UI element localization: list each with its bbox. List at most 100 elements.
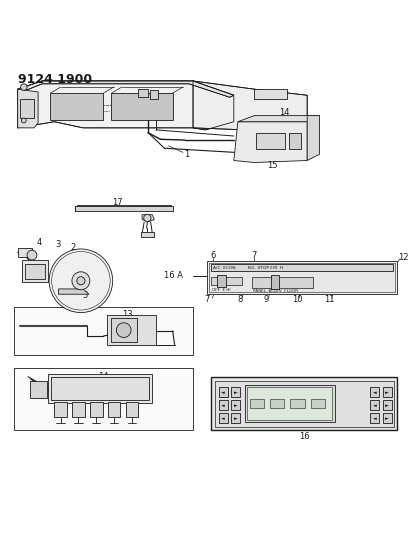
Circle shape: [21, 118, 26, 123]
Bar: [254, 89, 287, 99]
Text: ◄: ◄: [373, 402, 377, 408]
Bar: [126, 402, 139, 417]
Text: B/L  STOP F/R  H: B/L STOP F/R H: [248, 266, 284, 270]
Text: 12: 12: [398, 253, 408, 262]
Polygon shape: [58, 289, 89, 294]
Bar: [215, 381, 394, 427]
Bar: [219, 387, 228, 397]
Text: 6: 6: [211, 252, 216, 261]
Text: 15: 15: [267, 161, 278, 170]
Text: 10: 10: [292, 295, 302, 304]
Text: 16: 16: [299, 432, 309, 441]
Text: 11: 11: [324, 295, 335, 304]
Bar: [150, 90, 158, 99]
Bar: [245, 385, 335, 422]
Bar: [111, 93, 173, 120]
Text: ◄: ◄: [222, 402, 225, 408]
Bar: [211, 277, 242, 285]
Bar: [231, 400, 240, 410]
Text: ◄: ◄: [222, 416, 225, 421]
Text: PANEL  BI-LEV  FLOOR: PANEL BI-LEV FLOOR: [253, 289, 298, 293]
Text: ◄: ◄: [222, 390, 225, 394]
Bar: [22, 261, 48, 281]
Bar: [219, 413, 228, 423]
Bar: [256, 133, 285, 149]
Bar: [252, 277, 313, 288]
Text: ◄: ◄: [373, 416, 377, 421]
Bar: [270, 399, 284, 408]
Circle shape: [21, 84, 27, 91]
Bar: [370, 400, 379, 410]
Bar: [138, 89, 148, 98]
Bar: [219, 400, 228, 410]
Polygon shape: [307, 116, 319, 160]
Text: ►: ►: [385, 402, 389, 408]
Polygon shape: [142, 215, 154, 222]
Bar: [14, 308, 193, 356]
Text: ►: ►: [233, 402, 237, 408]
Circle shape: [116, 323, 131, 337]
Bar: [207, 261, 397, 294]
Text: 8: 8: [237, 295, 242, 304]
Text: 13: 13: [122, 310, 133, 319]
Text: 14: 14: [279, 108, 290, 117]
Circle shape: [27, 250, 37, 260]
Bar: [75, 206, 173, 211]
Bar: [111, 318, 137, 342]
Bar: [25, 264, 45, 279]
Bar: [54, 402, 67, 417]
Bar: [383, 387, 392, 397]
Text: ►: ►: [233, 390, 237, 394]
Bar: [383, 400, 392, 410]
Polygon shape: [18, 81, 234, 98]
Bar: [370, 387, 379, 397]
Text: ◄: ◄: [373, 390, 377, 394]
Bar: [72, 402, 85, 417]
Text: OFF  E HI: OFF E HI: [212, 288, 231, 292]
Text: A/C  ECON: A/C ECON: [212, 266, 235, 270]
Text: 7: 7: [252, 252, 257, 261]
Bar: [108, 402, 120, 417]
Bar: [30, 381, 47, 398]
Bar: [141, 232, 154, 237]
Text: ►: ►: [233, 416, 237, 421]
Bar: [250, 399, 264, 408]
Bar: [231, 387, 240, 397]
Bar: [18, 248, 32, 257]
Bar: [370, 413, 379, 423]
Bar: [90, 402, 102, 417]
Polygon shape: [238, 116, 319, 122]
Text: 9124 1900: 9124 1900: [18, 73, 92, 86]
Bar: [211, 264, 393, 271]
Circle shape: [49, 249, 113, 312]
Bar: [20, 99, 34, 118]
Bar: [51, 377, 149, 400]
Text: 4: 4: [37, 238, 42, 247]
Bar: [270, 276, 279, 289]
Bar: [48, 374, 152, 403]
Bar: [311, 399, 325, 408]
Text: 2: 2: [70, 243, 75, 252]
Text: 16 A: 16 A: [164, 271, 183, 280]
Text: 14: 14: [98, 372, 109, 381]
Polygon shape: [234, 122, 307, 163]
Text: 3: 3: [56, 240, 61, 249]
Bar: [107, 314, 156, 345]
Text: ►: ►: [385, 390, 389, 394]
Circle shape: [72, 272, 90, 290]
Polygon shape: [77, 205, 171, 208]
Text: 9: 9: [264, 295, 269, 304]
Bar: [217, 274, 226, 287]
Text: 1: 1: [184, 150, 189, 159]
Circle shape: [77, 277, 85, 285]
Text: 5: 5: [82, 290, 88, 300]
Bar: [209, 263, 395, 292]
Polygon shape: [18, 81, 234, 130]
Text: ►: ►: [385, 416, 389, 421]
Polygon shape: [18, 89, 38, 128]
Bar: [383, 413, 392, 423]
Bar: [50, 93, 103, 120]
Text: 17: 17: [112, 198, 123, 207]
Bar: [289, 133, 301, 149]
Bar: [14, 368, 193, 431]
